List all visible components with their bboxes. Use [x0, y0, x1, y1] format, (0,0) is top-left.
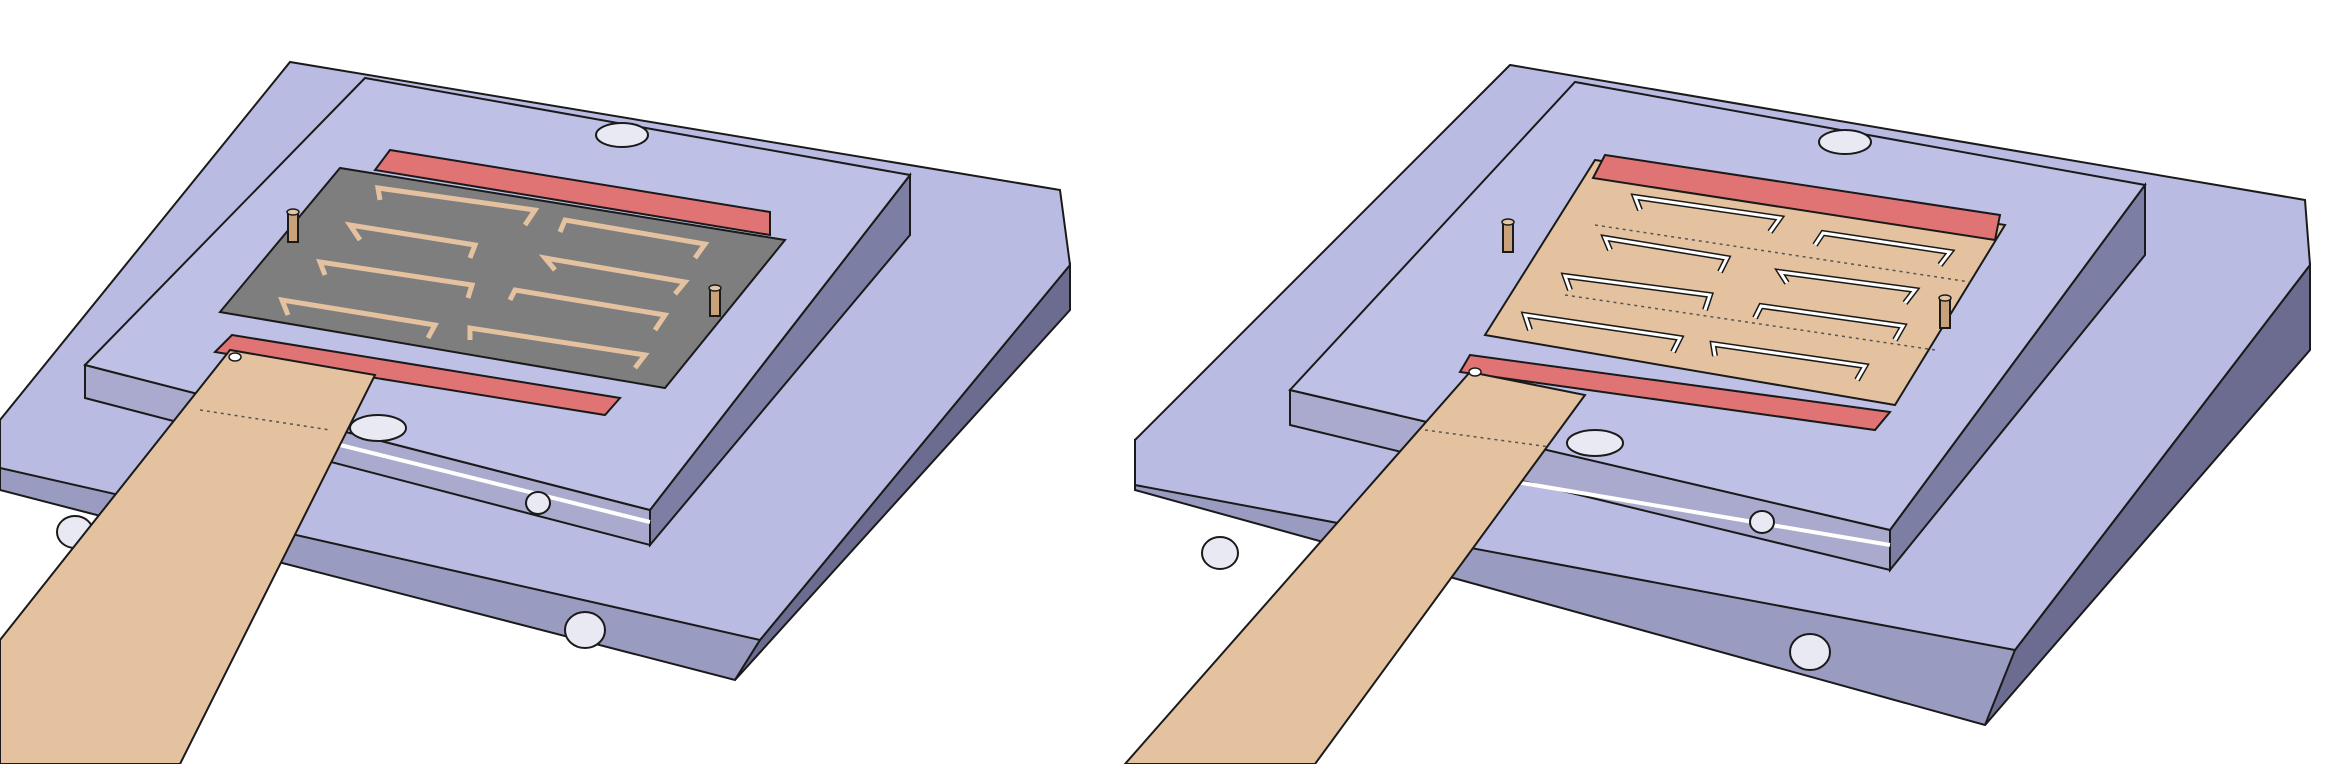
block-hole — [1818, 129, 1872, 155]
edge-highlight — [299, 433, 651, 524]
block-hole — [349, 414, 407, 442]
alignment-pin — [287, 211, 299, 243]
pin-cap — [708, 284, 722, 292]
panel-left — [0, 60, 1072, 764]
pin-cap — [286, 208, 300, 216]
base-hole — [1201, 536, 1239, 570]
fold-line — [199, 409, 331, 431]
base-hole — [1789, 633, 1831, 671]
block-hole — [1749, 510, 1775, 534]
red-bar-top — [1591, 153, 2002, 242]
panel-right — [1123, 63, 2312, 764]
tan-strip — [1123, 370, 1587, 764]
pin-cap — [1938, 294, 1952, 302]
cutout-pattern — [278, 185, 710, 370]
perforation — [1594, 224, 1971, 283]
grey-sheet — [218, 166, 787, 390]
alignment-pin — [1939, 297, 1951, 329]
block-hole — [1566, 429, 1624, 457]
red-bar-bottom — [212, 333, 622, 417]
tan-strip — [0, 348, 377, 764]
alignment-pin — [1502, 221, 1514, 253]
slot-pattern-inner — [1522, 195, 1953, 381]
red-bar-bottom — [1458, 353, 1892, 432]
block-hole — [595, 122, 649, 148]
block-hole — [525, 491, 551, 515]
red-bar-top — [373, 148, 771, 237]
alignment-pin — [709, 287, 721, 317]
strip-hole — [1468, 367, 1482, 377]
pin-cap — [1501, 218, 1515, 226]
strip-hole — [228, 352, 242, 362]
base-hole — [564, 611, 606, 649]
fold-line — [1424, 429, 1551, 448]
